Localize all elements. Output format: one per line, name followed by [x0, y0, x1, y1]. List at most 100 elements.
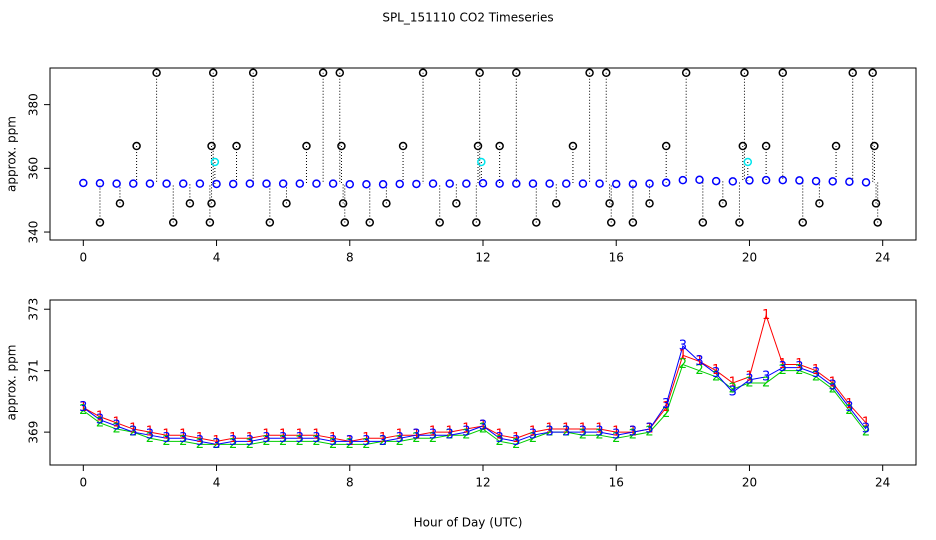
data-symbol: 3 [129, 425, 137, 440]
data-point [278, 179, 288, 188]
data-symbol: 1 [545, 422, 553, 437]
plot-frame [49, 67, 917, 241]
data-point [295, 179, 305, 188]
data-symbol: 1 [629, 425, 637, 440]
data-point [210, 157, 220, 167]
data-point [398, 141, 408, 151]
data-symbol: 2 [462, 428, 470, 443]
data-symbol: 1 [529, 425, 537, 440]
data-symbol: 3 [662, 397, 670, 412]
data-point [245, 179, 255, 188]
data-point [761, 175, 771, 185]
data-symbol: 1 [429, 425, 437, 440]
data-point [418, 68, 428, 78]
data-point [545, 179, 554, 188]
data-symbol: 3 [396, 431, 404, 446]
data-symbol: 2 [729, 382, 737, 397]
x-tick-label: 8 [346, 476, 354, 490]
data-point [207, 199, 216, 208]
data-symbol: 2 [396, 434, 404, 449]
data-symbol: 1 [612, 425, 620, 440]
data-symbol: 3 [779, 360, 787, 375]
y-tick-label: 340 [27, 221, 41, 244]
data-symbol: 1 [96, 409, 104, 424]
x-axis-label: Hour of Day (UTC) [414, 516, 523, 530]
data-symbol: 3 [346, 434, 354, 449]
data-symbol: 1 [862, 415, 870, 430]
data-point [745, 176, 754, 185]
data-symbol: 1 [695, 354, 703, 369]
x-tick-label: 12 [475, 476, 490, 490]
y-tick-label: 373 [27, 298, 41, 321]
data-symbol: 3 [845, 400, 853, 415]
x-tick-label: 12 [475, 251, 490, 265]
data-symbol: 2 [146, 431, 154, 446]
x-tick-label: 24 [875, 476, 890, 490]
data-symbol: 3 [745, 372, 753, 387]
data-symbol: 2 [246, 437, 254, 452]
data-symbol: 3 [862, 422, 870, 437]
data-symbol: 2 [412, 431, 420, 446]
data-symbol: 2 [79, 403, 87, 418]
data-point [475, 68, 484, 78]
data-point [248, 68, 258, 78]
data-symbol: 3 [79, 400, 87, 415]
data-point [735, 218, 744, 227]
data-point [611, 179, 621, 189]
data-symbol: 3 [579, 425, 587, 440]
data-symbol: 3 [312, 431, 320, 446]
data-symbol: 1 [179, 428, 187, 443]
data-point [115, 199, 125, 208]
data-symbol: 3 [329, 434, 337, 449]
data-symbol: 2 [179, 434, 187, 449]
data-point [562, 179, 571, 188]
data-point [302, 141, 311, 151]
x-tick-label: 20 [742, 251, 757, 265]
data-point [472, 218, 481, 227]
data-point [848, 68, 857, 78]
x-tick-label: 4 [213, 251, 221, 265]
data-point [378, 180, 388, 189]
data-symbol: 3 [812, 366, 820, 381]
data-point [868, 68, 877, 78]
data-point [412, 179, 421, 189]
data-point [661, 178, 671, 187]
data-symbol: 1 [512, 431, 520, 446]
data-point [578, 179, 588, 188]
data-point [845, 177, 854, 186]
data-point [728, 177, 738, 186]
data-symbol: 2 [429, 431, 437, 446]
data-point [395, 179, 404, 189]
data-symbol: 3 [545, 425, 553, 440]
data-symbol: 2 [312, 434, 320, 449]
data-symbol: 1 [279, 428, 287, 443]
data-symbol: 1 [396, 428, 404, 443]
data-symbol: 3 [296, 431, 304, 446]
data-symbol: 1 [462, 422, 470, 437]
data-symbol: 3 [462, 425, 470, 440]
data-point [528, 179, 538, 188]
data-point [678, 175, 688, 185]
data-point [428, 179, 438, 188]
data-symbol: 2 [629, 428, 637, 443]
series-line [83, 363, 867, 445]
data-point [795, 176, 804, 185]
series-line [83, 345, 867, 445]
data-symbol: 1 [579, 422, 587, 437]
data-point [495, 141, 504, 151]
data-point [798, 218, 808, 227]
data-symbol: 3 [729, 385, 737, 400]
data-symbol: 3 [795, 360, 803, 375]
data-point [740, 68, 749, 78]
data-symbol: 3 [629, 425, 637, 440]
data-point [778, 175, 788, 185]
data-point [152, 68, 161, 78]
data-symbol: 2 [795, 363, 803, 378]
data-symbol: 1 [795, 357, 803, 372]
data-point [452, 199, 461, 208]
data-symbol: 2 [362, 437, 370, 452]
data-point [473, 141, 483, 151]
data-symbol: 2 [162, 434, 170, 449]
data-point [861, 178, 871, 187]
data-symbol: 1 [829, 375, 837, 390]
